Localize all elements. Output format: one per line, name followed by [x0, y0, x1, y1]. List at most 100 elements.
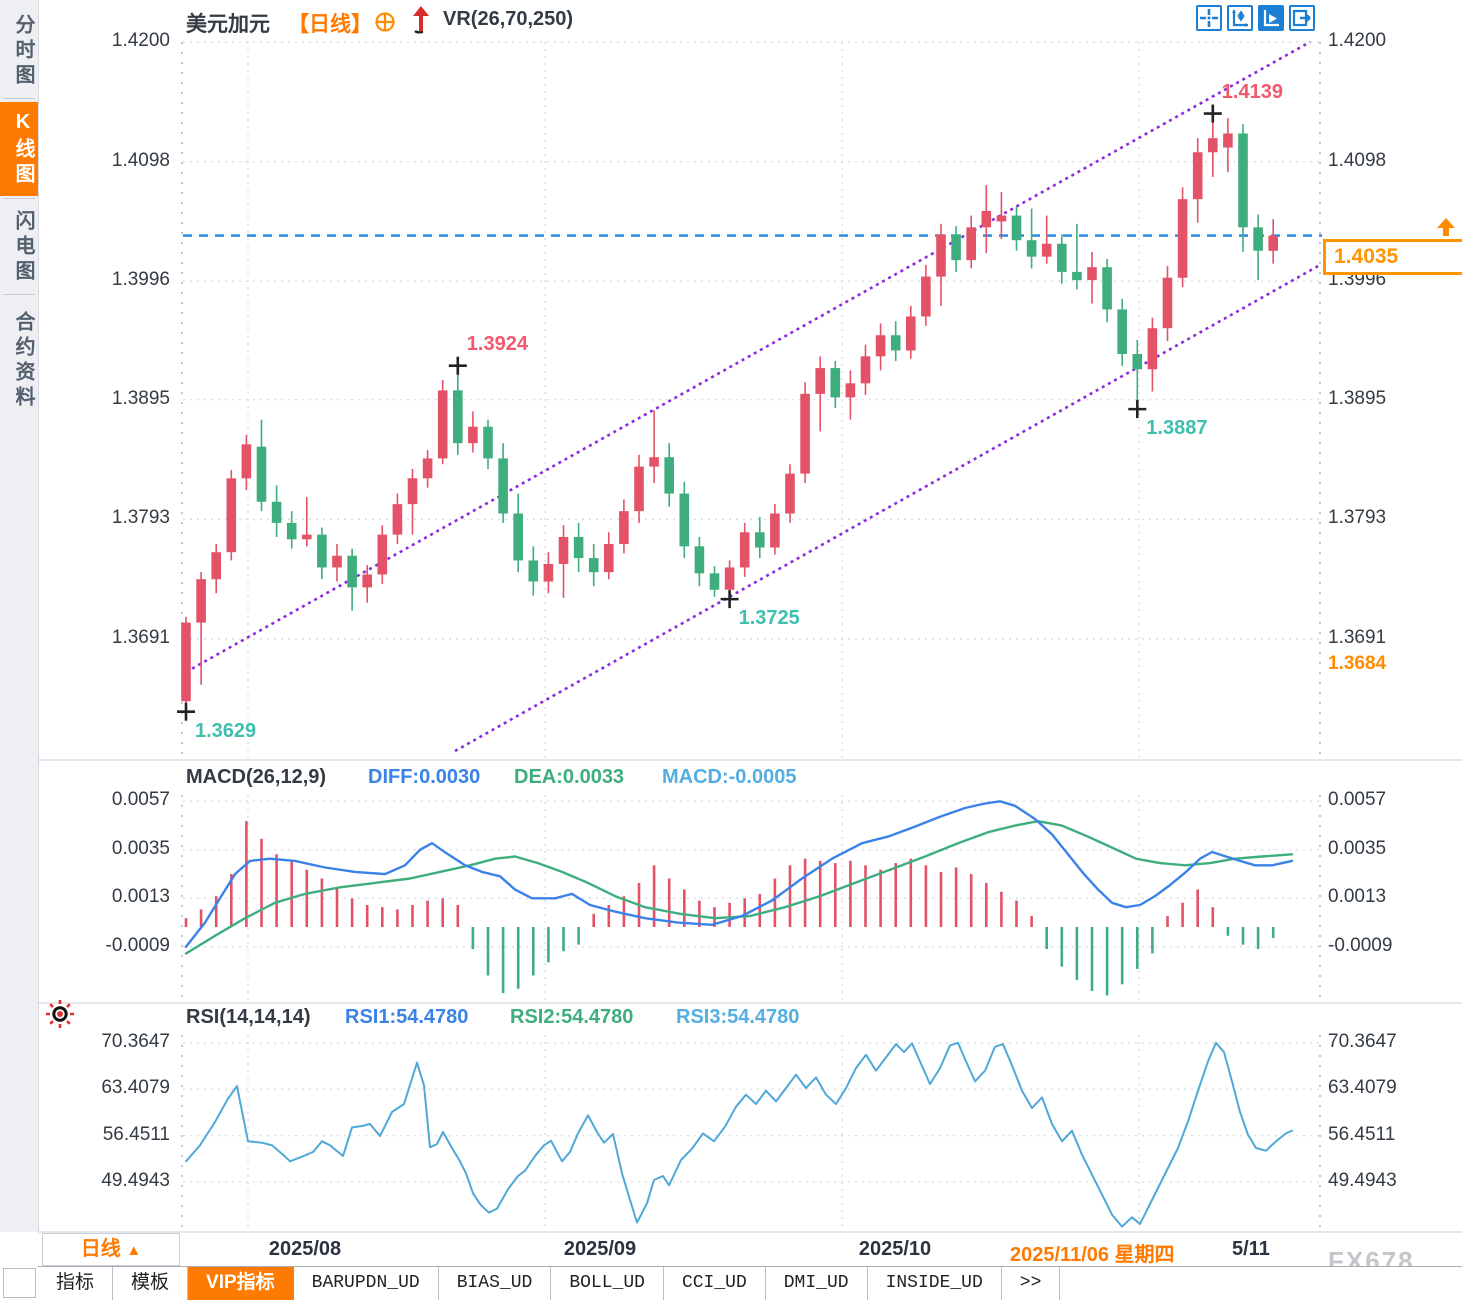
tab-cci_ud[interactable]: CCI_UD — [664, 1267, 766, 1300]
candle-body — [619, 511, 629, 545]
tab-[interactable]: 模板 — [113, 1267, 189, 1300]
candle-body — [755, 532, 765, 548]
indicator-tabbar: 指标 模板 VIP指标 BARUPDN_UD BIAS_UD BOLL_UD CCI_UD D… — [38, 1266, 1462, 1300]
candle-body — [951, 234, 961, 261]
chevron-up-icon: ▲ — [126, 1242, 142, 1259]
candle-body — [558, 536, 569, 564]
prev-close-label: 1.3684 — [1328, 653, 1387, 674]
rsi-line — [185, 1041, 1293, 1228]
candle-body — [739, 532, 750, 568]
candle-body — [1223, 133, 1233, 148]
symbol-title: 美元加元 — [186, 13, 270, 36]
candle-body — [1087, 267, 1097, 281]
macd-diff-line — [184, 800, 1294, 948]
sidebar-divider — [3, 294, 35, 295]
sun-indicator-icon[interactable] — [45, 999, 75, 1029]
candle-body — [679, 493, 690, 547]
candle-body — [860, 356, 871, 384]
candle-body — [483, 426, 493, 459]
tab-vip[interactable]: VIP指标 — [188, 1267, 294, 1300]
candle-body — [422, 458, 433, 479]
crosshair-icon[interactable] — [1196, 5, 1222, 31]
sidebar-item-1[interactable]: 分时图 — [12, 13, 34, 89]
rsi3-value: RSI3:54.4780 — [676, 1006, 800, 1028]
candle-body — [196, 579, 206, 623]
candle-body — [1192, 152, 1203, 200]
sidebar-divider — [3, 198, 35, 199]
candle-body — [1147, 328, 1158, 370]
price-up-marker-icon — [1436, 217, 1456, 237]
rsi2-value: RSI2:54.4780 — [510, 1006, 634, 1028]
tab-barupdn_ud[interactable]: BARUPDN_UD — [294, 1267, 439, 1300]
candle-body — [1132, 353, 1143, 370]
vr-channel-line — [454, 263, 1321, 753]
candle-body — [226, 478, 237, 553]
candle-body — [377, 534, 388, 575]
candle-body — [1041, 243, 1052, 257]
candle-body — [392, 504, 403, 535]
sidebar-item-3[interactable]: 闪电图 — [12, 209, 34, 285]
candle-body — [936, 234, 946, 277]
candle-body — [241, 444, 252, 479]
candle-body — [981, 210, 992, 228]
candle-body — [1162, 277, 1173, 329]
candle-body — [256, 446, 267, 502]
candle-body — [1208, 138, 1218, 153]
candle-body — [785, 473, 795, 514]
candle-body — [437, 390, 448, 459]
candle-body — [1102, 267, 1112, 310]
month-label-partial: 5/11 — [1232, 1238, 1270, 1260]
candle-body — [498, 458, 508, 514]
candle-body — [181, 622, 191, 702]
tab->>[interactable]: >> — [1002, 1267, 1061, 1300]
candle-body — [317, 534, 327, 568]
candle-body — [573, 536, 584, 559]
candle-body — [966, 227, 976, 261]
macd-diff-value: DIFF:0.0030 — [368, 766, 481, 788]
candle-body — [302, 534, 312, 540]
sidebar: 分时图 K线图闪电图合约资料 — [0, 0, 39, 1232]
corner-box[interactable] — [3, 1268, 36, 1298]
axis-play-icon[interactable] — [1258, 5, 1284, 31]
macd-title: MACD(26,12,9) — [186, 766, 327, 788]
axis-scale-icon[interactable] — [1227, 5, 1253, 31]
tab-boll_ud[interactable]: BOLL_UD — [551, 1267, 664, 1300]
red-up-arrow-icon[interactable] — [406, 4, 434, 34]
candle-body — [634, 466, 644, 512]
candle-body — [649, 457, 659, 467]
indicator-title[interactable]: VR(26,70,250) — [443, 8, 574, 30]
hover-date-label: 2025/11/06 星期四 — [1010, 1244, 1175, 1266]
tab-[interactable]: 指标 — [38, 1267, 114, 1300]
pan-right-icon[interactable] — [1289, 5, 1315, 31]
candle-body — [543, 563, 554, 582]
tab-inside_ud[interactable]: INSIDE_UD — [868, 1267, 1002, 1300]
candle-body — [468, 426, 478, 444]
candle-body — [906, 316, 916, 351]
candle-body — [528, 560, 539, 582]
period-selector-label: 日线 — [80, 1238, 121, 1260]
target-plus-icon[interactable] — [374, 11, 396, 33]
candle-body — [845, 383, 856, 398]
period-tag[interactable]: 【日线】 — [288, 13, 372, 36]
candle-body — [347, 555, 357, 588]
candle-body — [588, 558, 599, 573]
candle-body — [890, 335, 901, 351]
macd-value: MACD:-0.0005 — [662, 766, 797, 788]
candle-body — [1177, 199, 1188, 278]
sidebar-item-4[interactable]: 合约资料 — [12, 311, 34, 411]
candle-body — [664, 457, 674, 494]
candle-body — [1057, 243, 1067, 272]
candle-body — [362, 574, 372, 588]
candle-body — [694, 546, 705, 574]
candle-body — [921, 276, 931, 317]
tab-bias_ud[interactable]: BIAS_UD — [439, 1267, 552, 1300]
candle-body — [1253, 227, 1263, 251]
period-selector[interactable]: 日线 ▲ — [42, 1233, 180, 1266]
candle-body — [332, 555, 342, 568]
candle-body — [770, 513, 780, 548]
candle-body — [1026, 240, 1037, 257]
tab-dmi_ud[interactable]: DMI_UD — [766, 1267, 868, 1300]
sidebar-item-2[interactable]: K线图 — [0, 102, 38, 196]
